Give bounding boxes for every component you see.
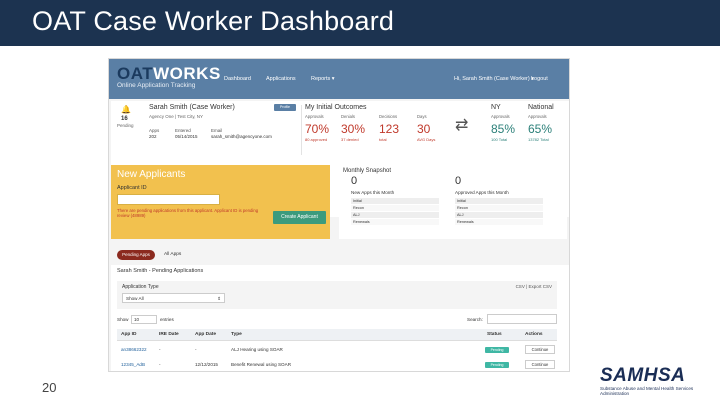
nav-dashboard[interactable]: Dashboard bbox=[224, 76, 251, 82]
snapshot-row: Renewals bbox=[351, 219, 439, 225]
row-type: Benefit Renewal using SOAR bbox=[231, 362, 292, 367]
chevron-down-icon: ⇕ bbox=[217, 296, 221, 301]
row-app-date: - bbox=[195, 347, 197, 352]
bell-icon: 🔔 bbox=[121, 105, 131, 114]
profile-location: Agency One | Test City, NY bbox=[149, 114, 204, 119]
national-label: Approvals bbox=[528, 114, 547, 119]
snapshot-title: Monthly Snapshot bbox=[343, 168, 392, 174]
export-csv-link[interactable]: CSV | Export CSV bbox=[515, 284, 552, 289]
applicant-error: There are pending applications from this… bbox=[117, 208, 259, 218]
snapshot-row: Recon bbox=[455, 205, 543, 211]
outcome-label: Approvals bbox=[305, 114, 324, 119]
approved-apps-label: Approved Apps this Month bbox=[455, 190, 509, 195]
tab-pending-apps[interactable]: Pending Apps bbox=[117, 250, 155, 260]
continue-button[interactable]: Continue bbox=[525, 345, 555, 354]
pending-label: Pending bbox=[117, 123, 134, 128]
national-sub: 13782 Total bbox=[528, 137, 549, 142]
col-app-date[interactable]: App Date bbox=[195, 332, 217, 337]
col-actions: Actions bbox=[525, 332, 543, 337]
snapshot-row: ALJ bbox=[351, 212, 439, 218]
row-ire-date: - bbox=[159, 347, 161, 352]
outcome-sub: 80 approved bbox=[305, 137, 328, 142]
pending-count: 16 bbox=[121, 116, 128, 122]
profile-apps: Apps 202 bbox=[149, 128, 160, 139]
applicant-id-input[interactable] bbox=[117, 194, 220, 205]
samhsa-logo: SAMHSA Substance Abuse and Mental Health… bbox=[600, 365, 694, 397]
slide-number: 20 bbox=[42, 380, 57, 395]
application-type-filter: Application Type Show All ⇕ CSV | Export … bbox=[117, 281, 557, 309]
pending-title: Sarah Smith - Pending Applications bbox=[117, 268, 204, 274]
row-type: ALJ Hearing using SOAR bbox=[231, 347, 283, 352]
nav-reports[interactable]: Reports ▾ bbox=[311, 76, 335, 82]
slide-title: OAT Case Worker Dashboard bbox=[32, 6, 395, 36]
outcome-sub: total bbox=[379, 137, 387, 142]
snapshot-row: Renewals bbox=[455, 219, 543, 225]
entries-select[interactable]: 10 bbox=[131, 315, 157, 324]
outcome-sub: 37 denied bbox=[341, 137, 359, 142]
state-title: NY bbox=[491, 104, 501, 111]
outcome-label: Days bbox=[417, 114, 427, 119]
row-app-date: 12/12/2015 bbox=[195, 362, 218, 367]
state-value: 85% bbox=[491, 122, 516, 136]
table-header: App ID IRE Date App Date Type Status Act… bbox=[117, 329, 557, 341]
outcome-value: 30% bbox=[341, 122, 366, 136]
status-badge: Pending bbox=[485, 362, 509, 368]
profile-name: Sarah Smith (Case Worker) bbox=[149, 104, 235, 111]
new-applicants-title: New Applicants bbox=[117, 169, 186, 180]
approved-apps-count: 0 bbox=[455, 175, 462, 187]
create-applicant-button[interactable]: Create Applicant bbox=[273, 211, 326, 224]
divider bbox=[301, 105, 302, 155]
tab-all-apps[interactable]: All Apps bbox=[164, 252, 182, 257]
col-ire-date[interactable]: IRE Date bbox=[159, 332, 179, 337]
row-app-id-link[interactable]: 12345_AdB bbox=[121, 362, 146, 367]
profile-email: Email sarah_smith@agencyone.com bbox=[211, 128, 272, 139]
entries-label: entries bbox=[160, 317, 174, 322]
outcome-value: 123 bbox=[379, 122, 400, 136]
row-ire-date: - bbox=[159, 362, 161, 367]
profile-entered: Entered 05/14/2015 bbox=[175, 128, 198, 139]
snapshot-row: Recon bbox=[351, 205, 439, 211]
col-app-id[interactable]: App ID bbox=[121, 332, 137, 337]
search-label: Search: bbox=[467, 317, 483, 322]
snapshot-row: Initial bbox=[351, 198, 439, 204]
snapshot-row: Initial bbox=[455, 198, 543, 204]
nav-applications[interactable]: Applications bbox=[266, 76, 296, 82]
outcome-label: Decisions bbox=[379, 114, 398, 119]
outcome-sub: AVG Days bbox=[417, 137, 436, 142]
dashboard-screenshot: OATWORKS Online Application Tracking Das… bbox=[108, 58, 570, 372]
status-badge: Pending bbox=[485, 347, 509, 353]
col-type[interactable]: Type bbox=[231, 332, 242, 337]
continue-button[interactable]: Continue bbox=[525, 360, 555, 369]
national-value: 65% bbox=[528, 122, 553, 136]
oatworks-logo[interactable]: OATWORKS Online Application Tracking bbox=[117, 64, 221, 89]
new-apps-label: New Apps this Month bbox=[351, 190, 395, 195]
new-applicants-panel: New Applicants Applicant ID There are pe… bbox=[111, 165, 330, 239]
navbar: OATWORKS Online Application Tracking Das… bbox=[109, 59, 569, 99]
profile-button[interactable]: Profile bbox=[274, 104, 296, 111]
national-title: National bbox=[528, 104, 554, 111]
shuffle-icon: ⇄ bbox=[455, 117, 469, 134]
search-input[interactable] bbox=[487, 314, 557, 324]
pending-applications-panel: Sarah Smith - Pending Applications Appli… bbox=[111, 265, 569, 371]
outcome-value: 30 bbox=[417, 122, 431, 136]
snapshot-row: ALJ bbox=[455, 212, 543, 218]
state-label: Approvals bbox=[491, 114, 510, 119]
monthly-snapshot-panel: Monthly Snapshot 0 New Apps this Month I… bbox=[339, 165, 567, 239]
outcome-value: 70% bbox=[305, 122, 330, 136]
application-type-select[interactable]: Show All ⇕ bbox=[122, 293, 225, 303]
col-status[interactable]: Status bbox=[487, 332, 502, 337]
outcomes-title: My Initial Outcomes bbox=[305, 104, 367, 111]
application-type-label: Application Type bbox=[122, 284, 159, 290]
show-label: Show bbox=[117, 317, 129, 322]
logout-link[interactable]: Logout bbox=[531, 76, 548, 82]
applicant-id-label: Applicant ID bbox=[117, 185, 147, 191]
outcome-label: Denials bbox=[341, 114, 355, 119]
title-bar: OAT Case Worker Dashboard bbox=[0, 0, 720, 46]
row-app-id-link[interactable]: an38662322 bbox=[121, 347, 147, 352]
state-sub: 100 Total bbox=[491, 137, 508, 142]
user-menu[interactable]: Hi, Sarah Smith (Case Worker) ▾ bbox=[454, 76, 534, 82]
new-apps-count: 0 bbox=[351, 175, 358, 187]
